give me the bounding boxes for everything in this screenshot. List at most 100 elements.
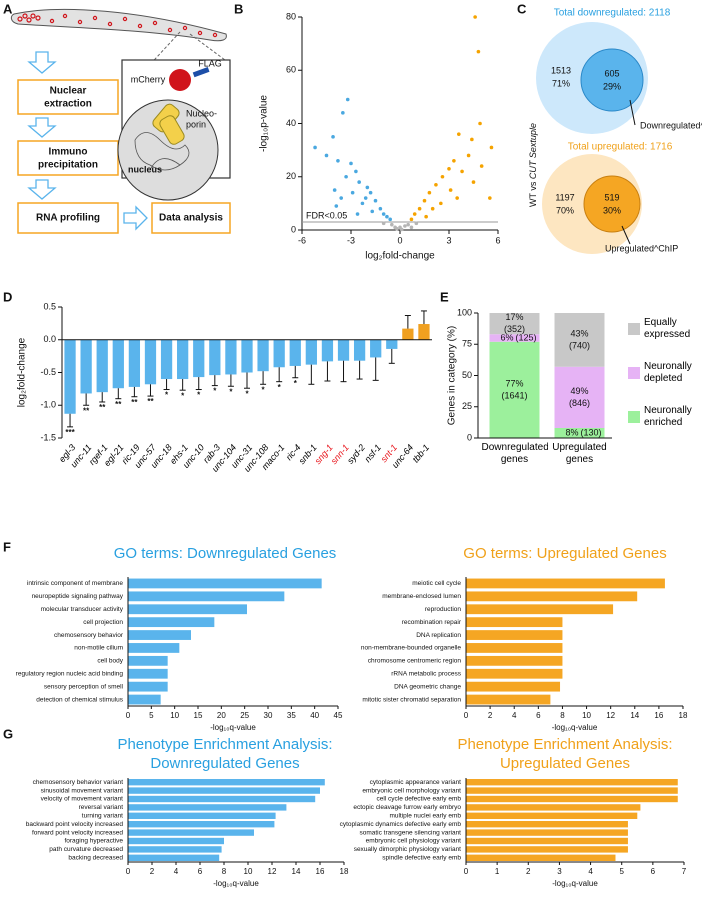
panel-label: F bbox=[3, 539, 11, 554]
venn-title: Total upregulated: 1716 bbox=[568, 142, 673, 153]
step-label: Data analysis bbox=[159, 213, 223, 224]
bar bbox=[128, 804, 287, 811]
point bbox=[331, 135, 335, 139]
bar bbox=[128, 829, 254, 836]
legend-swatch bbox=[628, 323, 640, 335]
y-tick-label: meiotic cell cycle bbox=[412, 580, 461, 587]
x-tick-label: 2 bbox=[150, 867, 155, 876]
bar bbox=[128, 779, 325, 786]
y-tick-label: -0.5 bbox=[40, 367, 56, 377]
bar bbox=[144, 339, 157, 385]
point bbox=[414, 221, 419, 226]
x-tick-label: Downregulated genes bbox=[481, 442, 548, 465]
x-tick-label: syd-2 bbox=[345, 442, 367, 465]
y-tick-label: rRNA metabolic process bbox=[391, 670, 461, 677]
y-tick-label: 0 bbox=[291, 224, 296, 234]
x-axis-label: -log₁₀q-value bbox=[552, 879, 598, 888]
y-tick-label: backing decreased bbox=[68, 855, 123, 862]
y-tick-label: DNA geometric change bbox=[394, 683, 461, 690]
bar bbox=[128, 821, 275, 828]
point bbox=[373, 198, 378, 203]
y-tick-label: 80 bbox=[286, 11, 296, 21]
point bbox=[427, 190, 432, 195]
x-tick-label: nsf-1 bbox=[363, 442, 384, 464]
x-tick-label: 18 bbox=[679, 711, 688, 720]
bar bbox=[128, 591, 285, 602]
point bbox=[417, 206, 422, 211]
value-label: 17% bbox=[505, 312, 523, 322]
y-tick-label: chromosome centromeric region bbox=[368, 658, 462, 665]
bar bbox=[418, 324, 430, 340]
x-tick-label: 6 bbox=[198, 867, 203, 876]
significance: ** bbox=[131, 398, 138, 407]
bar bbox=[112, 339, 124, 389]
y-tick-label: 25 bbox=[462, 401, 472, 411]
nucleoporin-label: porin bbox=[186, 119, 206, 129]
x-tick-label: 10 bbox=[582, 711, 591, 720]
bar bbox=[466, 812, 638, 819]
x-tick-label: 16 bbox=[654, 711, 663, 720]
bar bbox=[466, 630, 563, 640]
bar bbox=[466, 804, 641, 811]
point bbox=[365, 185, 370, 190]
point bbox=[344, 174, 348, 179]
count-label: (130) bbox=[581, 427, 602, 437]
y-tick-label: neuropeptide signaling pathway bbox=[32, 593, 124, 600]
point bbox=[473, 15, 477, 19]
count-label: (1641) bbox=[501, 390, 527, 400]
x-tick-label: 6 bbox=[536, 711, 541, 720]
panel-label: D bbox=[3, 289, 12, 304]
legend-label: Equally expressed bbox=[644, 317, 691, 340]
venn-count: 1197 bbox=[555, 192, 574, 202]
y-tick-label: chemosensory behavior variant bbox=[33, 779, 124, 786]
panel-label: C bbox=[517, 1, 527, 16]
point bbox=[448, 188, 453, 192]
point bbox=[409, 225, 414, 230]
bar-segment bbox=[489, 313, 540, 335]
x-tick-label: 4 bbox=[588, 867, 593, 876]
legend-label-box: Equally expressed bbox=[644, 317, 691, 340]
point bbox=[440, 174, 445, 179]
significance: * bbox=[165, 391, 169, 400]
bar bbox=[466, 694, 551, 705]
significance: ** bbox=[83, 406, 90, 415]
point bbox=[313, 145, 317, 150]
significance: *** bbox=[65, 428, 75, 437]
x-tick-label: 18 bbox=[340, 867, 349, 876]
y-tick-label: cell body bbox=[97, 658, 123, 665]
significance: * bbox=[278, 383, 282, 392]
y-tick-label: cell cycle defective early emb bbox=[376, 796, 461, 803]
bar bbox=[128, 837, 224, 845]
bar bbox=[128, 643, 180, 653]
chart-title: Phenotype Enrichment Analysis: bbox=[117, 736, 332, 753]
significance: * bbox=[213, 387, 217, 396]
point bbox=[334, 204, 339, 208]
venn-pct: 71% bbox=[552, 78, 570, 88]
y-tick-label: -1.0 bbox=[40, 400, 56, 410]
bar bbox=[386, 339, 398, 349]
x-axis-label: -log₁₀q-value bbox=[213, 879, 259, 888]
bar bbox=[209, 339, 221, 376]
x-tick-label: 20 bbox=[217, 711, 226, 720]
significance: * bbox=[229, 387, 233, 396]
count-label: (352) bbox=[504, 324, 525, 334]
worm bbox=[10, 8, 227, 71]
arrow bbox=[27, 51, 57, 74]
point bbox=[447, 166, 451, 171]
x-tick-label: 0 bbox=[464, 711, 469, 720]
y-tick-label: non-motile cilium bbox=[74, 645, 123, 652]
point bbox=[455, 196, 459, 200]
y-tick-label: 0.0 bbox=[43, 334, 56, 344]
point bbox=[479, 164, 484, 168]
point bbox=[390, 222, 394, 227]
point bbox=[471, 180, 476, 184]
point bbox=[409, 217, 414, 222]
point bbox=[370, 209, 375, 214]
x-tick-label: 30 bbox=[264, 711, 273, 720]
x-tick-label: 0 bbox=[464, 867, 469, 876]
x-tick-label: 12 bbox=[606, 711, 615, 720]
step-box bbox=[17, 140, 119, 176]
bar bbox=[466, 821, 628, 828]
x-tick-label: 12 bbox=[268, 867, 277, 876]
y-tick-label: 20 bbox=[286, 171, 296, 181]
